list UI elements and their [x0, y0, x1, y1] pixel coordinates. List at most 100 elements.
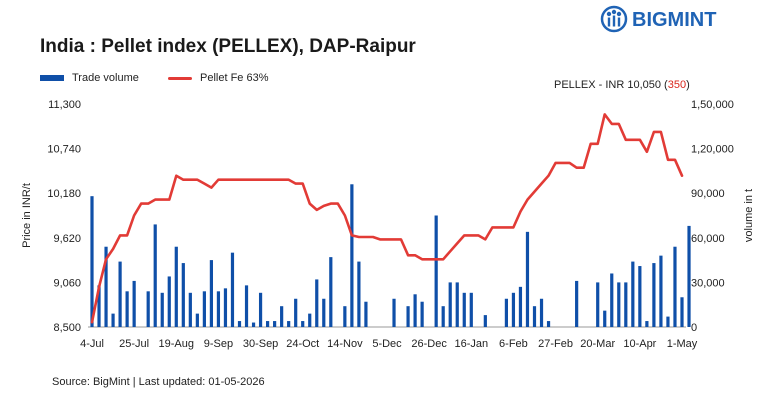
volume-bar [146, 291, 150, 327]
y-right-tick-label: 0 [691, 322, 697, 334]
y-right-tick-label: 1,20,000 [691, 144, 734, 156]
volume-bar [603, 310, 607, 327]
x-tick-label: 6-Feb [499, 338, 528, 350]
bigmint-logo: BIGMINT [600, 4, 750, 34]
volume-bar [539, 298, 544, 327]
volume-bar [680, 297, 684, 327]
volume-bar [223, 288, 228, 327]
volume-bar [532, 306, 537, 327]
legend-item-trade-volume: Trade volume [40, 72, 139, 84]
volume-bar [469, 292, 473, 327]
x-tick-label: 4-Jul [80, 338, 104, 350]
volume-bar [265, 321, 270, 327]
legend-label-trade-volume: Trade volume [72, 72, 139, 84]
x-tick-label: 19-Aug [159, 338, 194, 350]
volume-bar [504, 298, 509, 327]
volume-bar [357, 261, 361, 327]
volume-bar [441, 306, 445, 327]
bigmint-logo-mark-icon: BIGMINT [600, 5, 716, 33]
y-right-tick-label: 60,000 [691, 233, 725, 245]
x-tick-label: 20-Mar [580, 338, 615, 350]
volume-bar [638, 266, 642, 327]
volume-bar [596, 282, 600, 327]
pellet-price-line [90, 113, 684, 324]
volume-bar [230, 252, 235, 327]
y-left-tick-label: 11,300 [48, 99, 81, 111]
y-right-tick-label: 90,000 [691, 188, 725, 200]
volume-bar [673, 246, 677, 327]
x-tick-label: 14-Nov [327, 338, 363, 350]
y-left-tick-label: 10,740 [47, 144, 81, 156]
volume-bar [111, 313, 115, 327]
volume-bar [525, 231, 530, 327]
volume-bar [462, 292, 466, 327]
source-note: Source: BigMint | Last updated: 01-05-20… [52, 376, 265, 388]
volume-bar [167, 276, 171, 327]
volume-bar [455, 282, 459, 327]
volume-bar [188, 292, 192, 327]
logo-text: BIGMINT [632, 9, 716, 31]
volume-bar [392, 298, 396, 327]
volume-bar [160, 292, 164, 327]
volume-bar [125, 291, 129, 327]
pellex-suffix: ) [686, 79, 690, 91]
x-tick-label: 25-Jul [119, 338, 149, 350]
volume-bar [434, 215, 438, 327]
volume-bar [273, 321, 277, 327]
x-tick-label: 24-Oct [286, 338, 319, 350]
x-tick-label: 27-Feb [538, 338, 573, 350]
volume-bar [202, 291, 206, 327]
y-left-axis-title: Price in INR/t [21, 183, 33, 248]
volume-bar [104, 246, 108, 327]
volume-bar [406, 306, 410, 327]
volume-bar [322, 298, 326, 327]
volume-bar [666, 316, 670, 327]
volume-bar [645, 321, 649, 327]
volume-bar [181, 263, 185, 327]
x-tick-label: 10-Apr [623, 338, 656, 350]
legend-item-pellet: Pellet Fe 63% [168, 72, 268, 84]
pellex-prefix: PELLEX - INR 10,050 ( [554, 79, 668, 91]
y-left-tick-label: 8,500 [53, 322, 81, 334]
volume-bar [244, 285, 249, 327]
volume-bar [287, 321, 291, 327]
volume-bar [343, 306, 347, 327]
y-left-tick-label: 10,180 [47, 188, 81, 200]
volume-bar [420, 301, 424, 327]
legend-label-pellet: Pellet Fe 63% [200, 72, 269, 84]
volume-bar [153, 224, 157, 327]
volume-bar [448, 282, 452, 327]
volume-bar [294, 298, 298, 327]
volume-bar [483, 315, 487, 327]
x-tick-label: 30-Sep [243, 338, 278, 350]
y-left-tick-label: 9,620 [53, 233, 81, 245]
volume-bar [280, 306, 284, 327]
x-tick-label: 9-Sep [204, 338, 233, 350]
x-tick-label: 16-Jan [454, 338, 488, 350]
volume-bar [617, 282, 621, 327]
chart-title: India : Pellet index (PELLEX), DAP-Raipu… [40, 36, 416, 57]
x-tick-label: 1-May [667, 338, 698, 350]
legend-bar-swatch [40, 75, 64, 81]
volume-bar [90, 196, 94, 327]
volume-bar [174, 246, 178, 327]
y-right-tick-label: 1,50,000 [691, 99, 734, 111]
volume-bar [610, 273, 614, 327]
x-tick-label: 26-Dec [411, 338, 447, 350]
volume-bar [659, 255, 663, 327]
volume-bar [575, 280, 579, 327]
volume-bar [308, 313, 312, 327]
volume-bar [413, 294, 417, 327]
volume-bar [631, 261, 635, 327]
volume-bar [132, 280, 136, 327]
volume-bar [315, 279, 319, 327]
volume-bar [652, 263, 656, 327]
volume-bar [195, 313, 199, 327]
volume-bar [301, 321, 305, 327]
volume-bar [687, 225, 691, 327]
volume-bar [118, 261, 122, 327]
volume-bar [251, 322, 256, 327]
pellex-price-label: PELLEX - INR 10,050 (350) [554, 79, 690, 91]
volume-bar [350, 184, 354, 327]
